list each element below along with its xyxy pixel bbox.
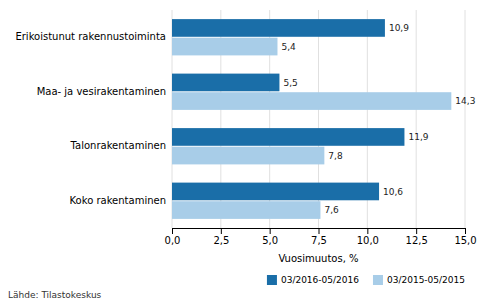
y-tick: Maa- ja vesirakentaminen — [37, 86, 172, 97]
x-tick-mark — [319, 228, 320, 234]
bar — [172, 19, 385, 37]
data-label: 11,9 — [408, 132, 428, 142]
x-axis-line — [173, 229, 466, 235]
x-tick: 7,5 — [311, 228, 327, 246]
x-tick-mark — [367, 228, 368, 234]
x-axis: 0,0 2,5 5,0 7,5 10,0 12,5 15,0 — [165, 228, 477, 246]
data-label: 10,9 — [389, 23, 409, 33]
bar — [172, 128, 404, 146]
x-tick-label: 2,5 — [213, 235, 229, 246]
data-label: 7,8 — [328, 151, 343, 161]
data-labels: 10,9 5,5 11,9 10,6 5,4 14,3 7,8 7,6 — [281, 23, 475, 215]
y-tick-label: Talonrakentaminen — [70, 140, 166, 151]
x-tick-mark — [172, 228, 173, 234]
x-tick: 2,5 — [213, 228, 229, 246]
y-tick: Koko rakentaminen — [70, 195, 172, 206]
source-note: Lähde: Tilastokeskus — [8, 290, 102, 300]
y-tick-label: Erikoistunut rakennustoiminta — [15, 31, 166, 42]
x-tick-mark — [221, 228, 222, 234]
bar — [172, 74, 279, 92]
chart: 0,0 2,5 5,0 7,5 10,0 12,5 15,0 Erikoistunut rak… — [0, 0, 493, 304]
bar — [172, 38, 277, 56]
x-tick-label: 5,0 — [262, 235, 278, 246]
y-tick: Erikoistunut rakennustoiminta — [15, 31, 172, 42]
x-tick: 15,0 — [454, 228, 476, 246]
x-tick-mark — [416, 228, 417, 234]
legend: 03/2016-05/2016 03/2015-05/2015 — [267, 275, 465, 285]
legend-swatch — [267, 275, 277, 285]
legend-item: 03/2015-05/2015 — [373, 275, 465, 285]
x-tick: 5,0 — [262, 228, 278, 246]
data-label: 5,5 — [283, 78, 297, 88]
x-axis-title: Vuosimuutos, % — [278, 253, 358, 264]
data-label: 10,6 — [383, 187, 403, 197]
grid-line — [465, 10, 466, 228]
bar — [172, 201, 320, 219]
bars — [172, 19, 451, 219]
legend-label: 03/2016-05/2016 — [281, 275, 359, 285]
y-tick-label: Maa- ja vesirakentaminen — [37, 86, 166, 97]
grid — [172, 10, 465, 228]
x-tick-label: 12,5 — [406, 235, 428, 246]
x-tick-mark — [270, 228, 271, 234]
x-tick-label: 0,0 — [165, 235, 181, 246]
grid-line — [416, 10, 417, 228]
legend-swatch — [373, 275, 383, 285]
x-tick-label: 10,0 — [357, 235, 379, 246]
data-label: 5,4 — [281, 42, 296, 52]
y-tick-label: Koko rakentaminen — [70, 195, 166, 206]
bar — [172, 147, 324, 165]
x-tick: 10,0 — [357, 228, 379, 246]
bar — [172, 183, 379, 201]
data-label: 14,3 — [455, 96, 475, 106]
legend-label: 03/2015-05/2015 — [387, 275, 465, 285]
x-tick: 12,5 — [406, 228, 428, 246]
x-tick-label: 15,0 — [454, 235, 476, 246]
x-tick: 0,0 — [165, 228, 181, 246]
y-axis: Erikoistunut rakennustoiminta Maa- ja ves… — [15, 31, 172, 206]
bar — [172, 92, 451, 110]
series — [172, 38, 451, 219]
legend-item: 03/2016-05/2016 — [267, 275, 359, 285]
y-tick: Talonrakentaminen — [70, 140, 172, 151]
x-tick-mark — [465, 228, 466, 234]
x-tick-label: 7,5 — [311, 235, 327, 246]
data-label: 7,6 — [324, 205, 339, 215]
plot-area: 0,0 2,5 5,0 7,5 10,0 12,5 15,0 Erikoistunut rak… — [15, 10, 476, 246]
